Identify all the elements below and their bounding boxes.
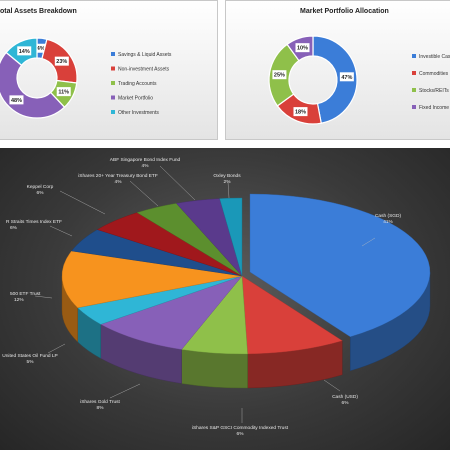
legend-label: Commodities <box>419 71 449 77</box>
legend-label: Fixed Income <box>419 105 449 111</box>
slice-name-label: 500 ETF Trust <box>10 291 41 297</box>
data-label: 10% <box>297 46 308 52</box>
slice-percent-label: 8% <box>97 405 105 411</box>
legend-swatch <box>412 71 416 75</box>
donut-slice-0 <box>312 35 358 124</box>
data-label: 4% <box>37 46 45 52</box>
pie-slice-0 <box>249 193 431 337</box>
data-label: 25% <box>274 73 285 79</box>
legend-swatch <box>412 105 416 109</box>
slice-percent-label: 6% <box>10 225 18 231</box>
slice-name-label: iShares 20+ Year Treasury Bond ETF <box>78 173 158 179</box>
total-assets-panel: otal Assets Breakdown 4% 23% 11% 48% 14% Savi… <box>0 0 218 140</box>
leader-line <box>109 383 141 399</box>
data-label: 48% <box>11 98 22 104</box>
data-label: 18% <box>295 110 306 116</box>
legend-label: Investible Cas <box>419 54 450 60</box>
data-label-box <box>272 70 287 80</box>
data-label-box <box>293 107 308 117</box>
legend-label: Stocks/REITs <box>419 88 449 94</box>
leader-line <box>159 165 196 201</box>
leader-line <box>34 295 53 299</box>
slice-percent-label: 6% <box>237 431 245 437</box>
legend-swatch <box>111 52 115 56</box>
pie-slice-5 <box>61 250 243 309</box>
legend-label: Trading Accounts <box>118 81 157 87</box>
leader-line <box>129 180 159 207</box>
leader-line <box>361 237 376 247</box>
data-label: 23% <box>56 59 67 65</box>
total-assets-donut-chart: 4% 23% 11% 48% 14% Savings & Liquid Assets Non… <box>0 37 172 119</box>
legend-swatch <box>111 81 115 85</box>
data-label: 14% <box>19 49 30 55</box>
slice-percent-label: 12% <box>14 297 24 303</box>
slice-percent-label: 4% <box>115 179 123 185</box>
slice-percent-label: 41% <box>383 219 393 225</box>
slice-name-label: iShares Gold Trust <box>80 399 120 405</box>
data-label-box <box>295 43 310 53</box>
chart-title: Market Portfolio Allocation <box>300 8 389 15</box>
slice-percent-label: 5% <box>27 359 35 365</box>
legend-swatch <box>111 95 115 100</box>
data-label-box <box>33 43 48 53</box>
slice-name-label: Keppel Corp <box>27 184 54 190</box>
data-label-box <box>54 56 69 66</box>
data-label-box <box>9 95 24 105</box>
leader-line <box>227 181 230 199</box>
holdings-3d-pie-panel: Cash (SGD) 41% Cash (USD) 6% iShares S&P GSC… <box>0 148 450 450</box>
holdings-3d-pie-chart: Cash (SGD)41%Cash (USD)6%iShares S&P GSC… <box>2 157 431 437</box>
data-label: 11% <box>58 90 69 96</box>
chart-title: otal Assets Breakdown <box>0 8 77 15</box>
legend-label: Market Portfolio <box>118 95 153 101</box>
slice-percent-label: 6% <box>37 190 45 196</box>
slice-name-label: iShares S&P GSCI Commodity Indexed Trust <box>192 425 289 431</box>
slice-name-label: ABF Singapore Bond Index Fund <box>110 157 181 163</box>
data-label: 47% <box>341 75 352 81</box>
leader-line <box>323 379 341 392</box>
pie-slice-10 <box>219 197 243 277</box>
market-portfolio-donut-chart: 47% 18% 25% 10% Investible Cas Commodities Sto… <box>268 35 450 125</box>
slice-percent-label: 4% <box>142 163 150 169</box>
data-label-box <box>56 87 71 97</box>
legend-label: Savings & Liquid Assets <box>118 52 172 58</box>
legend-label: Other Investments <box>118 110 159 116</box>
legend-swatch <box>412 88 416 92</box>
data-label-box <box>17 46 32 56</box>
slice-percent-label: 2% <box>224 179 232 185</box>
pie-slice-1 <box>241 275 343 355</box>
slice-percent-label: 6% <box>342 400 350 406</box>
legend-swatch <box>111 66 115 71</box>
slice-name-label: Cash (USD) <box>332 394 358 400</box>
market-portfolio-panel: Market Portfolio Allocation 47% 18% 25% 10%… <box>225 0 450 140</box>
legend-label: Non-investment Assets <box>118 66 170 72</box>
legend-swatch <box>412 54 416 58</box>
slice-name-label: R Straits Times Index ETF <box>6 219 62 225</box>
slice-name-label: Cash (SGD) <box>375 213 402 219</box>
slice-name-label: United States Oil Fund LP <box>2 353 57 359</box>
pie-slice-3 <box>100 275 243 350</box>
leader-line <box>49 225 73 237</box>
pie-side-2 <box>181 349 248 389</box>
leader-line <box>47 343 66 354</box>
data-label-box <box>339 72 354 82</box>
leader-line <box>59 190 106 215</box>
legend-swatch <box>111 110 115 114</box>
slice-name-label: Oxley Bonds <box>213 173 241 179</box>
